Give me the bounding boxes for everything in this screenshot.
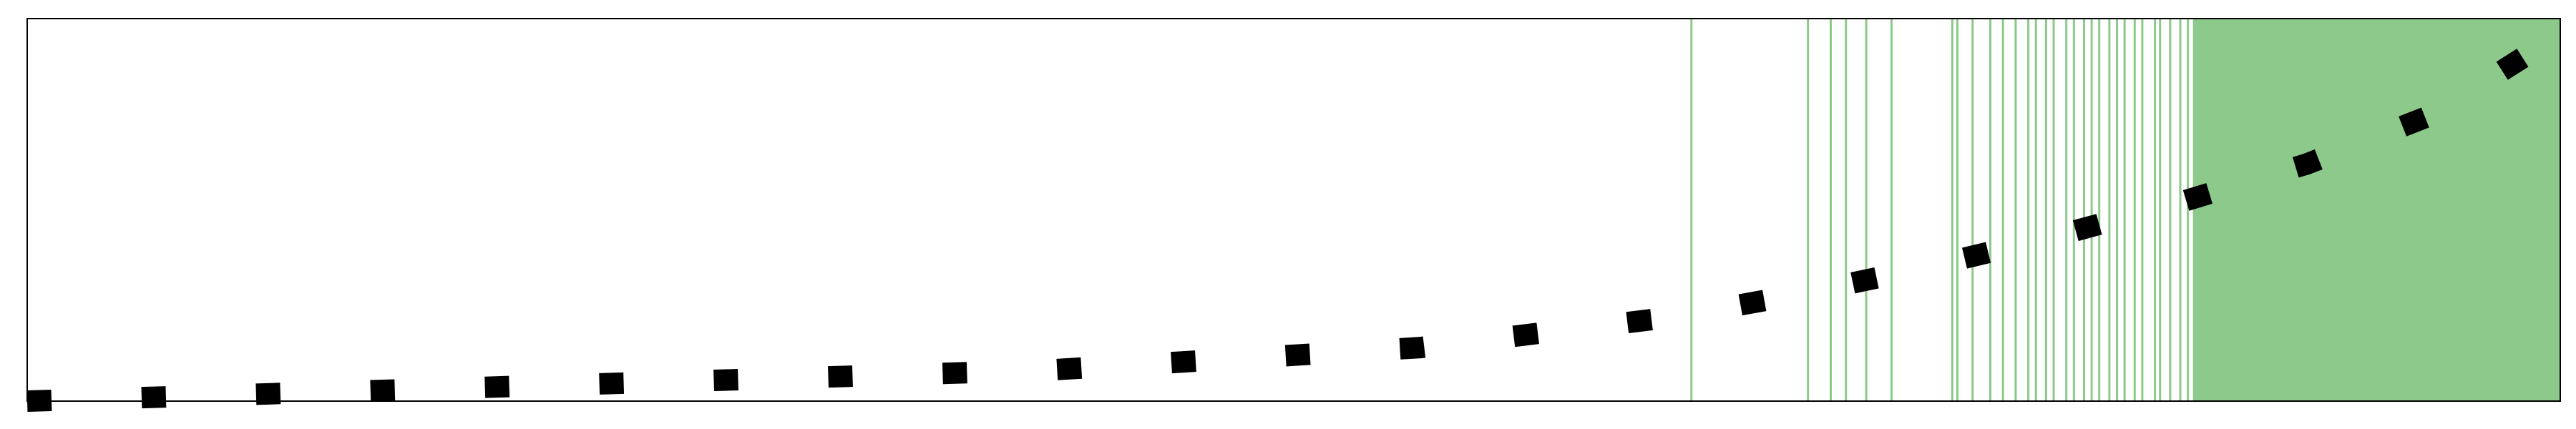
series-line-0 (26, 24, 2567, 412)
dense-vline-region (2192, 19, 2560, 401)
vertical-lines-group (1690, 19, 2560, 401)
plot-frame (26, 18, 2561, 402)
series-group (26, 24, 2567, 412)
